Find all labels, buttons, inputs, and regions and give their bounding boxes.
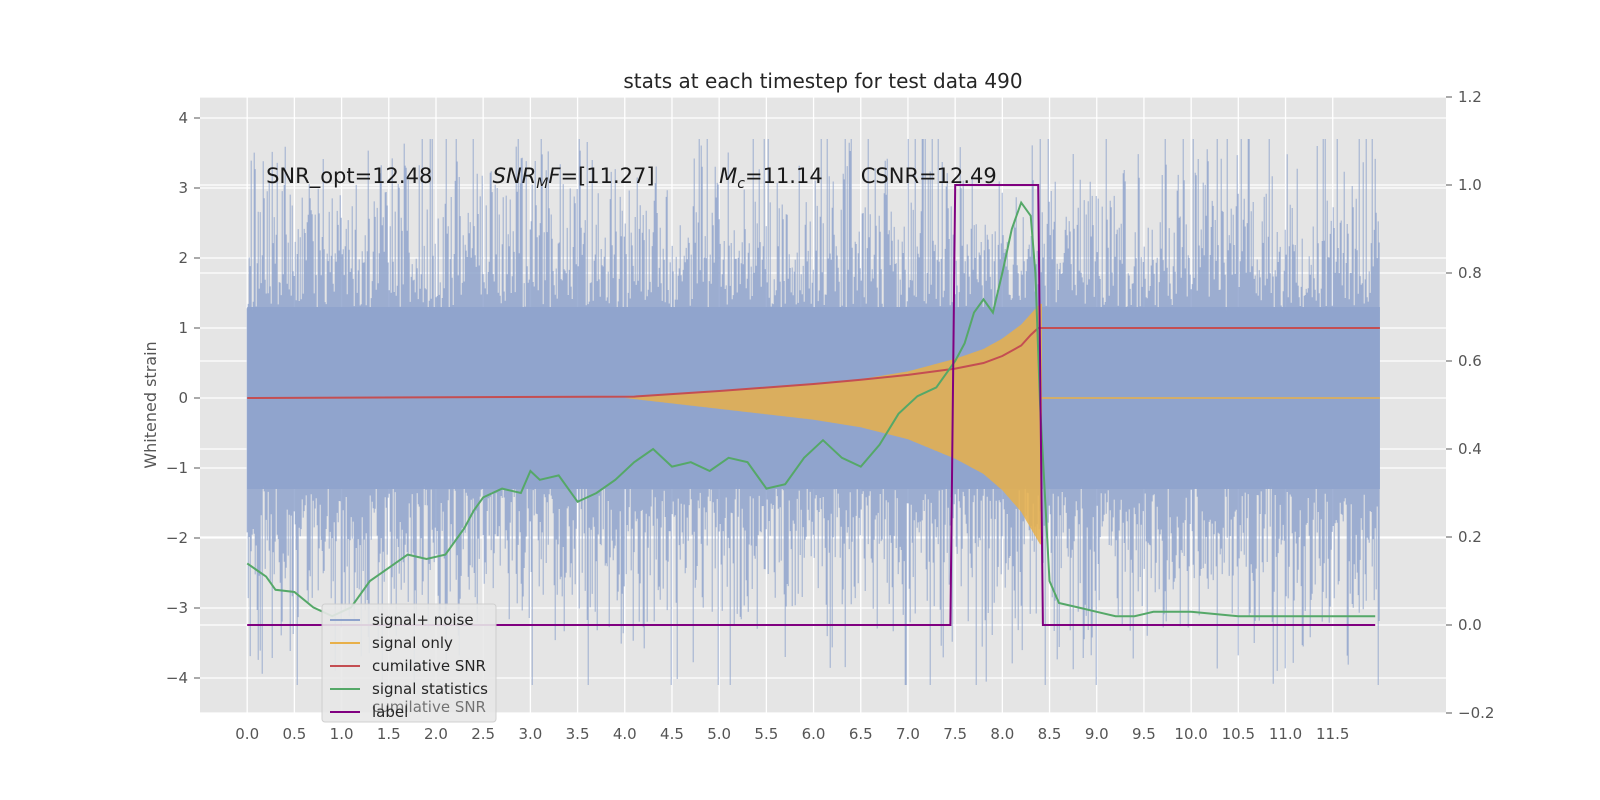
series-label — [247, 184, 1376, 626]
series-line — [246, 200, 1376, 618]
series-layer — [246, 139, 1380, 685]
y2-tick-label: −0.2 — [1458, 704, 1494, 722]
y2-tick-label: 0.2 — [1458, 528, 1482, 546]
chart-title: stats at each timestep for test data 490 — [623, 69, 1022, 93]
legend-label: signal only — [372, 634, 453, 652]
legend-box — [321, 603, 497, 723]
y2-tick-label: 1.2 — [1458, 88, 1482, 106]
x-tick-label: 0.5 — [282, 725, 306, 743]
series-signal-only — [624, 303, 1380, 545]
x-tick-label: 1.0 — [330, 725, 354, 743]
y2-tick-label: 1.0 — [1458, 176, 1482, 194]
x-tick-label: 11.5 — [1316, 725, 1349, 743]
y-tick-label: 4 — [178, 109, 188, 127]
annotations: SNR_opt=12.48 SNRMF=[11.27] Mc=11.14 CSNR=1… — [266, 164, 997, 192]
x-tick-label: 4.5 — [660, 725, 684, 743]
annotation: SNRMF=[11.27] — [493, 164, 655, 192]
x-tick-label: 8.0 — [990, 725, 1014, 743]
x-tick-label: 2.5 — [471, 725, 495, 743]
series-signal-statistics — [246, 200, 1376, 618]
legend-label: signal+ noise — [372, 611, 474, 629]
y2-tick-label: 0.0 — [1458, 616, 1482, 634]
x-tick-label: 3.5 — [566, 725, 590, 743]
x-tick-label: 1.5 — [377, 725, 401, 743]
series-line — [247, 327, 1380, 399]
y-tick-label: 2 — [178, 249, 188, 267]
y-tick-label: −2 — [166, 529, 188, 547]
y-tick-label: −3 — [166, 599, 188, 617]
x-tick-label: 10.0 — [1174, 725, 1207, 743]
series-cumilative-snr — [247, 327, 1380, 399]
x-tick-label: 9.0 — [1085, 725, 1109, 743]
x-tick-label: 6.5 — [849, 725, 873, 743]
x-tick-label: 5.5 — [754, 725, 778, 743]
y2-tick-label: 0.6 — [1458, 352, 1482, 370]
y-tick-label: 3 — [178, 179, 188, 197]
x-tick-label: 7.5 — [943, 725, 967, 743]
x-tick-label: 4.0 — [613, 725, 637, 743]
annotation: CSNR=12.49 — [861, 164, 997, 188]
annotation: Mc=11.14 — [719, 164, 823, 192]
y-tick-label: 0 — [178, 389, 188, 407]
legend-ghost-text: cumilative SNR — [372, 698, 486, 716]
legend-label: signal statistics — [372, 680, 488, 698]
legend-label: cumilative SNR — [372, 657, 486, 675]
y-axis-label: Whitened strain — [141, 341, 160, 468]
x-tick-label: 7.0 — [896, 725, 920, 743]
x-tick-label: 3.0 — [518, 725, 542, 743]
x-tick-label: 9.5 — [1132, 725, 1156, 743]
x-tick-label: 5.0 — [707, 725, 731, 743]
x-tick-label: 2.0 — [424, 725, 448, 743]
x-tick-label: 0.0 — [235, 725, 259, 743]
x-tick-label: 6.0 — [802, 725, 826, 743]
x-tick-label: 8.5 — [1038, 725, 1062, 743]
axes-layer: 0.0 0.5 1.0 1.5 2.0 2.5 3.0 3.5 4.0 4.5 5.0 5.5 6.0 6… — [166, 88, 1495, 743]
y2-tick-label: 0.4 — [1458, 440, 1482, 458]
signal-envelope — [624, 303, 1042, 545]
legend: cumilative SNR signal+ noise signal only cu… — [321, 603, 497, 723]
y-tick-label: 1 — [178, 319, 188, 337]
y-tick-label: −4 — [166, 669, 188, 687]
x-tick-label: 11.0 — [1269, 725, 1302, 743]
annotation: SNR_opt=12.48 — [266, 164, 432, 189]
legend-label: label — [372, 703, 408, 721]
y2-tick-label: 0.8 — [1458, 264, 1482, 282]
series-line — [247, 184, 1376, 626]
y-tick-label: −1 — [166, 459, 188, 477]
x-tick-label: 10.5 — [1222, 725, 1255, 743]
